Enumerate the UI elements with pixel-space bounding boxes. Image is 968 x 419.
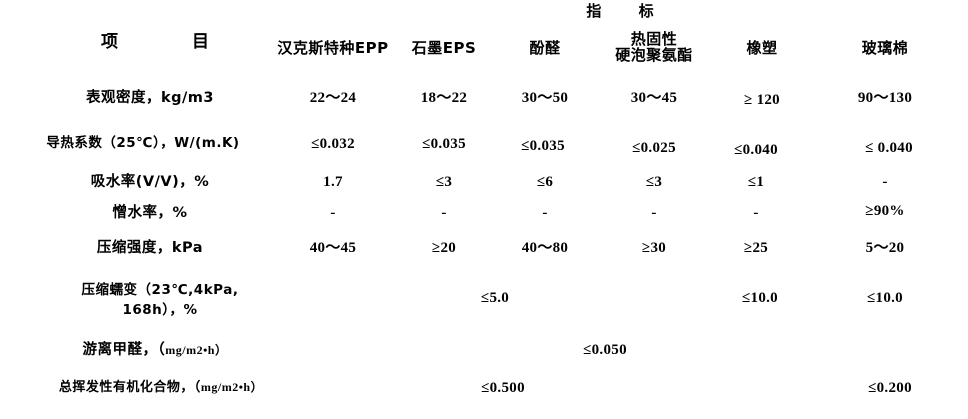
cell-r4-c2: -	[441, 205, 447, 221]
cell-r1-c5: ≥ 120	[744, 92, 780, 108]
row-label-tvoc: 总挥发性有机化合物，（mg/m2•h）	[30, 381, 292, 394]
row-label-free-formaldehyde-unit: mg/m2•h）	[165, 343, 228, 357]
column-header-glass-wool: 玻璃棉	[861, 39, 909, 57]
cell-r4-c4: -	[651, 205, 657, 221]
cell-r2-c3: ≤0.035	[521, 138, 565, 154]
cell-r4-c5: -	[753, 205, 759, 221]
cell-r5-c3: 40～80	[521, 240, 569, 256]
cell-r1-c4: 30～45	[630, 90, 678, 106]
row-label-free-formaldehyde: 游离甲醛，（mg/m2•h）	[30, 342, 280, 358]
cell-r3-c6: -	[882, 174, 888, 190]
cell-r3-c1: 1.7	[323, 174, 343, 190]
row-label-thermal-conductivity: 导热系数（25℃），W/(m.K)	[46, 135, 240, 151]
column-header-phenolic: 酚醛	[529, 39, 561, 57]
row-label-compressive-creep-line2: 168h），%	[122, 302, 198, 318]
cell-r3-c5: ≤1	[747, 174, 765, 190]
cell-r5-c6: 5～20	[865, 240, 905, 256]
column-header-epp: 汉克斯特种EPP	[277, 39, 389, 57]
cell-r2-c1: ≤0.032	[311, 136, 355, 152]
cell-r2-c4: ≤0.025	[632, 140, 676, 156]
cell-r4-c3: -	[542, 205, 548, 221]
cell-r1-c3: 30～50	[521, 90, 569, 106]
row-label-compressive-strength: 压缩强度，kPa	[96, 240, 204, 256]
row-label-compressive-creep-line1: 压缩蠕变（23℃,4kPa,	[81, 282, 239, 298]
row-label-water-absorption: 吸水率(V/V)，%	[90, 174, 210, 190]
cell-r3-c3: ≤6	[536, 174, 554, 190]
cell-r3-c4: ≤3	[645, 174, 663, 190]
cell-r2-c5: ≤0.040	[734, 142, 778, 158]
item-header: 项目	[40, 32, 270, 52]
cell-r5-c4: ≥30	[641, 240, 667, 256]
row-label-tvoc-main: 总挥发性有机化合物，（	[58, 380, 201, 395]
column-header-graphite-eps: 石墨EPS	[411, 39, 477, 57]
cell-r5-c1: 40～45	[309, 240, 357, 256]
cell-r1-c2: 18～22	[420, 90, 468, 106]
cell-r5-c2: ≥20	[431, 240, 457, 256]
cell-r4-c1: -	[330, 205, 336, 221]
cell-r3-c2: ≤3	[435, 174, 453, 190]
cell-r2-c6: ≤ 0.040	[865, 140, 913, 156]
spec-group-header: 指 标	[586, 2, 670, 20]
item-header-char-1: 项	[101, 32, 118, 52]
cell-r1-c1: 22～24	[309, 90, 357, 106]
row-label-free-formaldehyde-main: 游离甲醛，（	[82, 342, 166, 358]
cell-r1-c6: 90～130	[857, 90, 913, 106]
row-label-apparent-density: 表观密度，kg/m3	[85, 90, 215, 106]
cell-r6-c5: ≤10.0	[742, 290, 778, 306]
cell-r7-merged: ≤0.050	[583, 342, 627, 358]
cell-r6-merged: ≤5.0	[480, 290, 510, 306]
cell-r6-c6: ≤10.0	[867, 290, 903, 306]
column-header-thermoset-pu: 热固性 硬泡聚氨酯	[615, 30, 693, 64]
column-header-rubber-plastic: 橡塑	[746, 39, 778, 57]
cell-r4-c6: ≥90%	[865, 203, 905, 219]
cell-r5-c5: ≥25	[743, 240, 769, 256]
row-label-tvoc-unit: mg/m2•h）	[200, 380, 264, 394]
cell-r8-merged: ≤0.500	[481, 380, 525, 396]
row-label-hydrophobicity: 憎水率，%	[112, 205, 188, 221]
item-header-char-2: 目	[192, 32, 209, 52]
cell-r2-c2: ≤0.035	[422, 136, 466, 152]
cell-r8-last: ≤0.200	[868, 380, 912, 396]
